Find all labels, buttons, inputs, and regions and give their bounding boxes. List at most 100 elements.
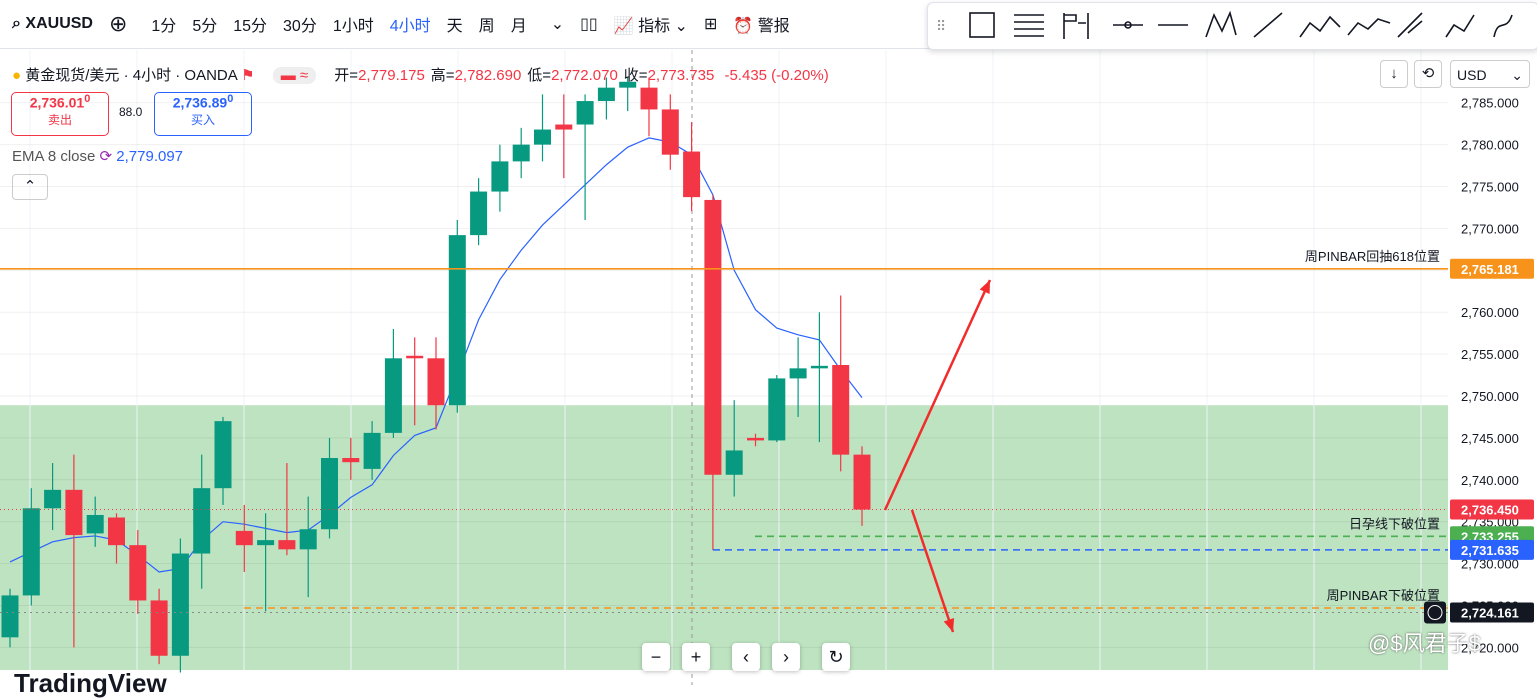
y-tick-label: 2,740.000 [1461,473,1519,488]
interval[interactable]: 30分 [283,18,317,35]
price-label-bg [1450,258,1534,279]
candle-body [661,109,679,155]
price-label-bg [1450,539,1534,560]
candle-body [363,432,381,469]
symbol-text[interactable]: XAUUSD [25,15,93,32]
candle-body [619,81,637,88]
ohlc-label: 低= [527,67,552,84]
candle-body [491,161,509,192]
interval[interactable]: 天 [446,18,463,35]
arrow [910,509,955,633]
sell-label[interactable]: 卖出 [47,112,72,127]
ohlc-label: 收= [623,67,648,84]
interval[interactable]: 1小时 [332,18,374,35]
price-label: 2,736.450 [1461,503,1519,518]
intervals: 1分 5分 15分 30分 1小时 4小时天周月 [143,12,534,36]
interval[interactable]: 周 [478,18,495,35]
buy-sup[interactable]: 0 [227,93,234,105]
ohlc-label: 高= [430,67,455,84]
ohlc-value: 2,772.070 [551,67,618,84]
candle-body [384,358,402,433]
crosshair-plus [1427,605,1443,621]
y-tick-label: 2,785.000 [1461,96,1519,111]
price-line-note: 周PINBAR下破位置 [1327,588,1440,603]
arrow-head [943,618,955,632]
y-tick-label: 2,780.000 [1461,138,1519,153]
buy-price[interactable]: 2,736.89 [172,94,228,111]
candle-body [406,355,424,359]
ohlc-label: 开= [334,67,359,84]
interval[interactable]: 15分 [233,18,268,35]
ema-value: 2,779.097 [116,148,184,165]
add-symbol[interactable]: ⊕ [108,11,128,36]
candle-body [768,378,786,441]
price-label-bg [1450,499,1534,520]
candle-body [789,368,807,379]
sell-sup[interactable]: 0 [84,93,91,105]
ema-legend: EMA 8 close ⟳ 2,779.097 [12,148,184,165]
indicators-text[interactable]: 指标 [638,18,671,35]
change: -5.435 (-0.20%) [724,67,829,84]
currency-text[interactable]: USD [1457,67,1487,83]
candle-body [214,421,232,489]
indicators[interactable]: 📈 指标 ⌄ [613,18,688,35]
candle-body [810,365,828,369]
interval[interactable]: 月 [510,18,527,35]
interval[interactable]: 5分 [192,18,218,35]
chart-type[interactable]: ▯▯ [580,16,598,33]
scroll-down[interactable]: ↓ [1380,60,1408,88]
watermark: @$风君子$ [1368,631,1481,656]
legend-title-text: 黄金现货/美元 · 4小时 · OANDA [25,67,237,84]
brand: TradingView [14,668,167,698]
zoom-out[interactable]: − [642,643,670,671]
price-line-note: 日孕线下破位置 [1349,516,1440,531]
candle-body [1,595,19,638]
candle-body [512,144,530,162]
reset[interactable]: ⟲ [1414,60,1442,88]
layouts[interactable]: ⊞ [703,16,718,33]
candle-body [427,358,445,406]
y-tick-label: 2,750.000 [1461,389,1519,404]
currency[interactable]: USD ⌄ [1450,60,1530,88]
candle-body [534,129,551,145]
buy-label[interactable]: 买入 [190,112,215,127]
price-axis [1448,50,1537,685]
candle-body [448,235,466,406]
candle-body [704,199,722,475]
legend-title: ● 黄金现货/美元 · 4小时 · OANDA ⚑ ▬ ≈ 开=2,779.17… [12,67,829,84]
collapse[interactable]: ⌃ [12,174,48,200]
alerts-text[interactable]: 警报 [757,18,790,35]
sell-button[interactable]: 2,736.010 卖出 [11,92,109,136]
interval[interactable]: 4小时 [389,18,431,35]
candle-body [235,530,253,546]
candle-body [193,488,211,554]
candle-body [597,87,615,102]
more[interactable]: ⌄ [550,16,565,33]
drawing-icons: ⠿ [936,10,1513,39]
interval[interactable]: 1分 [151,18,177,35]
scroll-left[interactable]: ‹ [732,643,760,671]
y-tick-label: 2,770.000 [1461,221,1519,236]
reset-view[interactable]: ↻ [822,643,850,671]
candle-body [853,454,871,510]
svg-text:⠿: ⠿ [936,18,946,34]
candle-body [86,514,104,534]
sell-price[interactable]: 2,736.01 [29,94,85,111]
y-tick-label: 2,720.000 [1461,640,1519,655]
scroll-right[interactable]: › [772,643,800,671]
candle-body [150,600,168,656]
candle-body [257,540,275,546]
candle-body [299,529,317,550]
candle-body [278,540,296,550]
y-tick-label: 2,745.000 [1461,431,1519,446]
y-tick-label: 2,730.000 [1461,557,1519,572]
price-label: 2,765.181 [1461,262,1519,277]
ohlc-value: 2,782.690 [454,67,522,84]
buy-button[interactable]: 2,736.890 买入 [154,92,252,136]
ohlc-value: 2,773.735 [647,67,715,84]
alerts[interactable]: ⏰ 警报 [733,18,790,35]
zoom-in[interactable]: + [682,643,710,671]
symbol[interactable]: ⌕ XAUUSD [12,15,93,32]
candle-body [747,437,764,441]
